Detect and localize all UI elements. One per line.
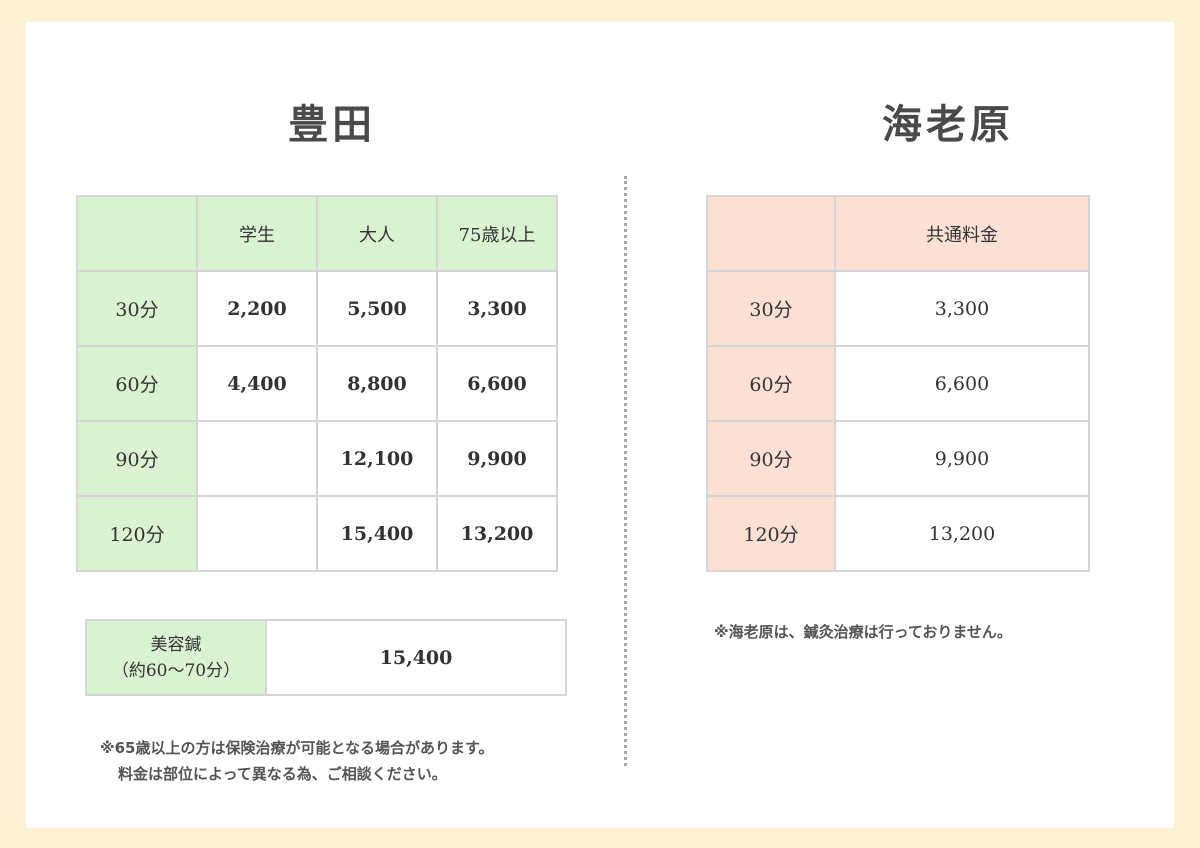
- table-row: 90分 12,100 9,900: [76, 420, 558, 497]
- price-cell: 13,200: [436, 495, 558, 572]
- beauty-price: 15,400: [265, 619, 567, 696]
- toyota-note-line1: ※65歳以上の方は保険治療が可能となる場合があります。: [100, 739, 494, 757]
- price-cell: [196, 420, 318, 497]
- table-row: 90分 9,900: [706, 420, 1090, 497]
- row-label: 90分: [76, 420, 198, 497]
- row-label: 30分: [706, 270, 836, 347]
- header-blank: [76, 195, 198, 272]
- price-cell: 2,200: [196, 270, 318, 347]
- table-row: 60分 6,600: [706, 345, 1090, 422]
- price-cell: 3,300: [834, 270, 1090, 347]
- price-cell: 12,100: [316, 420, 438, 497]
- header-student: 学生: [196, 195, 318, 272]
- price-cell: 15,400: [316, 495, 438, 572]
- header-blank: [706, 195, 836, 272]
- row-label: 120分: [76, 495, 198, 572]
- toyota-price-table: 学生 大人 75歳以上 30分 2,200 5,500 3,300 60分 4,…: [76, 195, 558, 572]
- header-adult: 大人: [316, 195, 438, 272]
- beauty-label-line1: 美容鍼: [150, 634, 202, 655]
- ebihara-price-table: 共通料金 30分 3,300 60分 6,600 90分 9,900 120分 …: [706, 195, 1090, 572]
- dotted-divider: [624, 176, 627, 766]
- row-label: 30分: [76, 270, 198, 347]
- price-cell: 3,300: [436, 270, 558, 347]
- ebihara-title: 海老原: [882, 101, 1014, 148]
- price-card: 豊田 海老原 学生 大人 75歳以上 30分 2,200 5,500 3,300…: [26, 22, 1174, 828]
- row-label: 60分: [706, 345, 836, 422]
- beauty-acupuncture-table: 美容鍼 （約60〜70分） 15,400: [85, 619, 567, 696]
- row-label: 90分: [706, 420, 836, 497]
- price-cell: 6,600: [834, 345, 1090, 422]
- price-cell: 13,200: [834, 495, 1090, 572]
- table-row: 120分 15,400 13,200: [76, 495, 558, 572]
- price-cell: [196, 495, 318, 572]
- price-cell: 4,400: [196, 345, 318, 422]
- beauty-label: 美容鍼 （約60〜70分）: [85, 619, 267, 696]
- price-cell: 5,500: [316, 270, 438, 347]
- header-senior: 75歳以上: [436, 195, 558, 272]
- table-row: 120分 13,200: [706, 495, 1090, 572]
- table-row: 60分 4,400 8,800 6,600: [76, 345, 558, 422]
- table-row: 美容鍼 （約60〜70分） 15,400: [85, 619, 567, 696]
- price-cell: 6,600: [436, 345, 558, 422]
- price-cell: 8,800: [316, 345, 438, 422]
- row-label: 120分: [706, 495, 836, 572]
- price-cell: 9,900: [436, 420, 558, 497]
- table-row: 30分 3,300: [706, 270, 1090, 347]
- table-row: 30分 2,200 5,500 3,300: [76, 270, 558, 347]
- header-common-price: 共通料金: [834, 195, 1090, 272]
- beauty-label-line2: （約60〜70分）: [111, 660, 241, 681]
- row-label: 60分: [76, 345, 198, 422]
- toyota-note-line2: 料金は部位によって異なる為、ご相談ください。: [118, 765, 447, 783]
- table-header-row: 共通料金: [706, 195, 1090, 272]
- price-cell: 9,900: [834, 420, 1090, 497]
- toyota-title: 豊田: [288, 101, 376, 148]
- ebihara-note: ※海老原は、鍼灸治療は行っておりません。: [714, 623, 1012, 641]
- table-header-row: 学生 大人 75歳以上: [76, 195, 558, 272]
